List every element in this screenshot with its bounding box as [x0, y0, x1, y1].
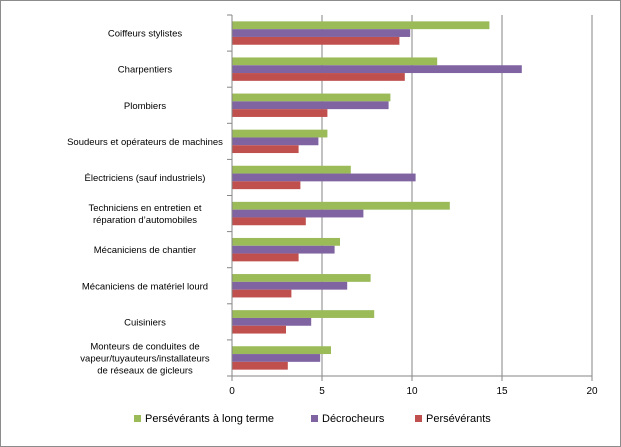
category-labels: Coiffeurs stylistes Charpentiers Plombiers…	[67, 29, 223, 377]
bar	[232, 354, 321, 362]
category-label: Soudeurs et opérateurs de machines	[67, 137, 223, 148]
bar	[232, 101, 389, 110]
legend-swatch	[415, 415, 422, 422]
x-tick-label: 10	[406, 386, 418, 397]
x-tick-label: 5	[319, 386, 325, 397]
bar	[232, 173, 416, 182]
bar	[232, 274, 371, 282]
bar	[232, 93, 391, 102]
legend-label: Décrocheurs	[322, 413, 385, 425]
category-label: Cuisiniers	[124, 317, 166, 328]
x-tick-label: 0	[229, 386, 235, 397]
bar	[232, 245, 335, 254]
category-label: Électriciens (sauf industriels)	[85, 173, 206, 184]
bar	[232, 361, 288, 370]
legend: Persévérants à long terme Décrocheurs Pers…	[134, 413, 491, 425]
category-label: Charpentiers	[118, 65, 173, 76]
x-tick-label: 15	[496, 386, 508, 397]
bar	[232, 36, 400, 45]
bar	[232, 65, 522, 74]
category-label: Mécaniciens de chantier	[94, 245, 196, 256]
bar	[232, 217, 306, 226]
bar	[232, 109, 328, 117]
bar	[232, 181, 301, 190]
bar	[232, 325, 286, 334]
bar	[232, 281, 348, 290]
category-label: Techniciens en entretien et réparation d’…	[88, 203, 201, 226]
bar	[232, 317, 312, 326]
legend-swatch	[311, 415, 318, 422]
bar	[232, 57, 438, 66]
bar	[232, 21, 490, 30]
category-label: Monteurs de conduites de vapeur/tuyauteur…	[80, 341, 210, 376]
bar	[232, 129, 328, 138]
bar	[232, 165, 351, 174]
bar	[232, 73, 405, 81]
axes	[227, 14, 593, 381]
bar	[232, 137, 319, 146]
bar	[232, 253, 299, 262]
category-label: Coiffeurs stylistes	[108, 29, 183, 40]
bar	[232, 145, 299, 154]
bar	[232, 29, 411, 37]
bar	[232, 209, 364, 218]
legend-swatch	[134, 415, 141, 422]
legend-label: Persévérants à long terme	[145, 413, 274, 425]
bars	[232, 21, 522, 370]
bar	[232, 289, 292, 298]
category-label: Mécaniciens de matériel lourd	[82, 281, 208, 292]
category-label: Plombiers	[124, 101, 166, 112]
legend-label: Persévérants	[426, 413, 491, 425]
x-tick-labels: 0 5 10 15 20	[229, 386, 598, 397]
x-tick-label: 20	[586, 386, 598, 397]
bar	[232, 237, 340, 246]
bar	[232, 201, 450, 210]
bar	[232, 346, 331, 355]
bar	[232, 310, 375, 318]
